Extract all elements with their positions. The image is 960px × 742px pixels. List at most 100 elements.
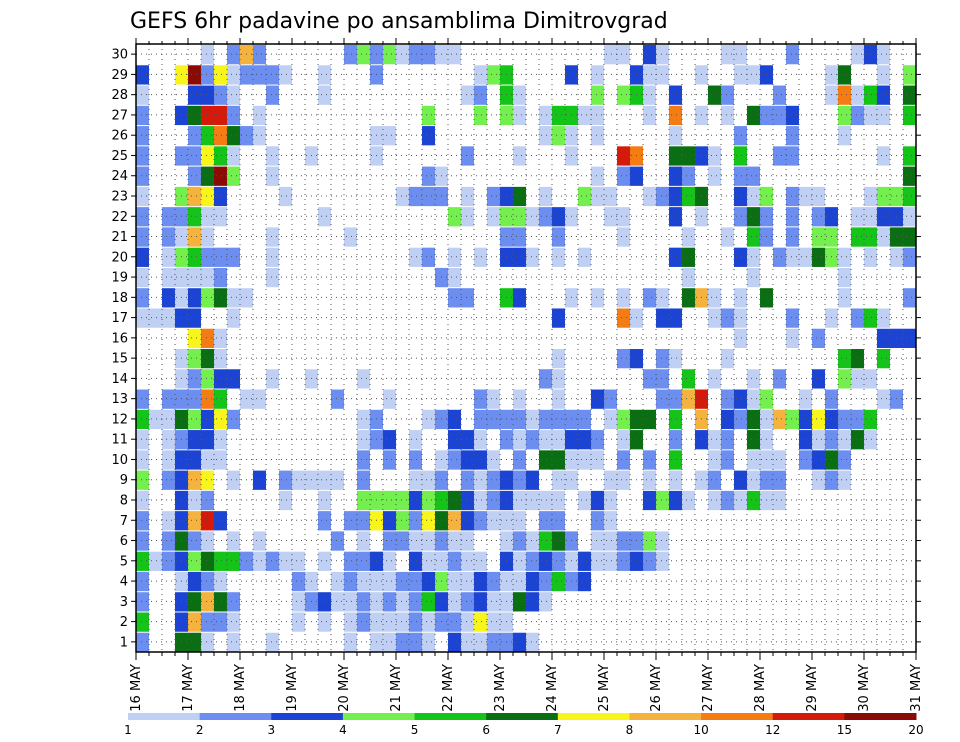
heatmap-cell [617,308,630,328]
heatmap-cell [201,450,214,470]
heatmap-cell [292,470,305,490]
heatmap-cell [188,470,201,490]
heatmap-cell [331,470,344,490]
heatmap-cell [162,551,175,571]
heatmap-cell [552,227,565,247]
y-tick-label: 16 [111,331,128,346]
heatmap-cell [721,409,734,430]
chart-title: GEFS 6hr padavine po ansamblima Dimitrov… [130,9,668,34]
heatmap-cell [864,105,877,126]
heatmap-cell [643,470,656,490]
heatmap-cell [708,85,721,105]
heatmap-cell [617,349,630,369]
heatmap-cell [669,389,682,409]
heatmap-cell [786,308,799,328]
heatmap-cell [903,146,916,166]
heatmap-cell [708,450,721,470]
heatmap-cell [747,389,760,409]
heatmap-cell [474,105,487,126]
heatmap-cell [643,186,656,207]
heatmap-cell [279,551,292,571]
y-tick-label: 12 [111,412,128,427]
heatmap-cell [344,511,357,531]
heatmap-cell [630,65,643,85]
heatmap-cell [201,389,214,409]
heatmap-cell [188,328,201,348]
heatmap-cell [474,551,487,571]
heatmap-cell [188,349,201,369]
heatmap-cell [253,389,266,409]
heatmap-cell [604,409,617,430]
y-tick-label: 14 [111,372,128,387]
heatmap-cell [513,409,526,430]
heatmap-cell [136,126,149,146]
heatmap-cell [214,207,227,227]
legend-swatch [772,713,845,720]
x-tick-label: 29 MAY [805,664,820,712]
color-legend: 1 2 3 4 5 6 7 8 10 12 15 20 [124,713,924,737]
heatmap-cell [513,571,526,592]
heatmap-cell [513,470,526,490]
heatmap-cell [565,531,578,551]
heatmap-cell [266,227,279,247]
heatmap-cell [136,267,149,288]
heatmap-cell [266,551,279,571]
heatmap-cell [825,65,838,85]
heatmap-cell [877,65,890,85]
heatmap-cell [409,490,422,511]
heatmap-cell [578,409,591,430]
heatmap-cell [422,409,435,430]
heatmap-cell [656,65,669,85]
heatmap-cell [851,308,864,328]
heatmap-cell [370,490,383,511]
heatmap-cell [175,186,188,207]
heatmap-cell [136,227,149,247]
legend-label: 8 [626,723,634,737]
heatmap-cell [227,45,240,65]
heatmap-cell [812,247,825,267]
heatmap-cell [760,227,773,247]
heatmap-cell [851,45,864,65]
heatmap-cell [539,207,552,227]
heatmap-cell [383,551,396,571]
heatmap-cell [318,490,331,511]
heatmap-cell [435,45,448,65]
heatmap-cell [773,105,786,126]
heatmap-cell [474,612,487,632]
heatmap-cell [175,308,188,328]
heatmap-cell [864,308,877,328]
heatmap-cell [136,409,149,430]
heatmap-cell [513,227,526,247]
heatmap-cell [162,389,175,409]
heatmap-cell [318,592,331,612]
heatmap-cell [448,288,461,308]
heatmap-cell [357,369,370,389]
heatmap-cell [552,430,565,450]
heatmap-cell [318,65,331,85]
heatmap-cell [383,45,396,65]
y-tick-label: 8 [120,494,128,509]
legend-swatch [128,713,201,720]
heatmap-cell [552,511,565,531]
heatmap-cell [487,511,500,531]
heatmap-cell [786,126,799,146]
heatmap-cell [591,450,604,470]
heatmap-cell [136,207,149,227]
heatmap-cell [864,247,877,267]
heatmap-cell [617,409,630,430]
heatmap-cell [708,490,721,511]
heatmap-cell [747,369,760,389]
heatmap-cell [799,389,812,409]
heatmap-cell [513,207,526,227]
heatmap-cell [773,146,786,166]
x-tick-label: 24 MAY [545,664,560,712]
heatmap-cell [175,369,188,389]
heatmap-cell [500,186,513,207]
heatmap-cell [617,166,630,186]
heatmap-cell [162,247,175,267]
heatmap-cell [383,450,396,470]
heatmap-cell [552,531,565,551]
heatmap-cell [370,45,383,65]
heatmap-cell [812,186,825,207]
heatmap-cell [357,450,370,470]
